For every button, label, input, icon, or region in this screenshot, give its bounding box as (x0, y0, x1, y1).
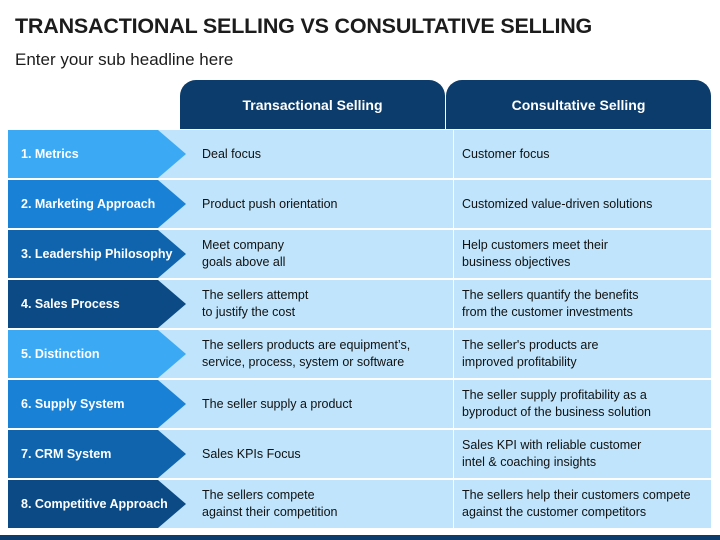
table-row-leadership-philosophy: 3. Leadership Philosophy Meet company go… (8, 230, 711, 278)
row-label-chevron: 2. Marketing Approach (8, 180, 186, 228)
row-label-chevron: 4. Sales Process (8, 280, 186, 328)
row-label-chevron: 1. Metrics (8, 130, 186, 178)
consultative-cell: The sellers help their customers compete… (453, 480, 711, 528)
transactional-cell: Product push orientation (202, 196, 338, 211)
row-label-chevron: 5. Distinction (8, 330, 186, 378)
consultative-cell: Help customers meet their business objec… (453, 230, 711, 278)
column-header-transactional: Transactional Selling (180, 80, 445, 129)
consultative-cell: The seller's products are improved profi… (453, 330, 711, 378)
row-label-chevron: 7. CRM System (8, 430, 186, 478)
transactional-cell: The sellers compete against their compet… (202, 488, 338, 519)
column-header-consultative: Consultative Selling (446, 80, 711, 129)
transactional-cell: Meet company goals above all (202, 238, 286, 269)
consultative-cell: The seller supply profitability as a byp… (453, 380, 711, 428)
consultative-cell: The sellers quantify the benefits from t… (453, 280, 711, 328)
table-row-marketing-approach: 2. Marketing Approach Product push orien… (8, 180, 711, 228)
transactional-cell: The sellers attempt to justify the cost (202, 288, 309, 319)
transactional-cell: Sales KPIs Focus (202, 446, 301, 461)
consultative-cell: Customer focus (453, 130, 711, 178)
page-title: TRANSACTIONAL SELLING VS CONSULTATIVE SE… (15, 14, 593, 38)
row-label-chevron: 6. Supply System (8, 380, 186, 428)
consultative-cell: Sales KPI with reliable customer intel &… (453, 430, 711, 478)
consultative-cell: Customized value-driven solutions (453, 180, 711, 228)
page-subtitle: Enter your sub headline here (15, 50, 234, 69)
table-row-competitive-approach: 8. Competitive Approach The sellers comp… (8, 480, 711, 528)
bottom-accent-bar (0, 535, 720, 540)
row-label-chevron: 8. Competitive Approach (8, 480, 186, 528)
transactional-cell: Deal focus (202, 146, 262, 161)
table-row-metrics: 1. Metrics Deal focus Customer focus (8, 130, 711, 178)
transactional-cell: The sellers products are equipment’s, se… (202, 338, 411, 369)
table-row-supply-system: 6. Supply System The seller supply a pro… (8, 380, 711, 428)
table-row-distinction: 5. Distinction The sellers products are … (8, 330, 711, 378)
table-row-sales-process: 4. Sales Process The sellers attempt to … (8, 280, 711, 328)
row-label-chevron: 3. Leadership Philosophy (8, 230, 186, 278)
transactional-cell: The seller supply a product (202, 396, 353, 411)
table-row-crm-system: 7. CRM System Sales KPIs Focus Sales KPI… (8, 430, 711, 478)
